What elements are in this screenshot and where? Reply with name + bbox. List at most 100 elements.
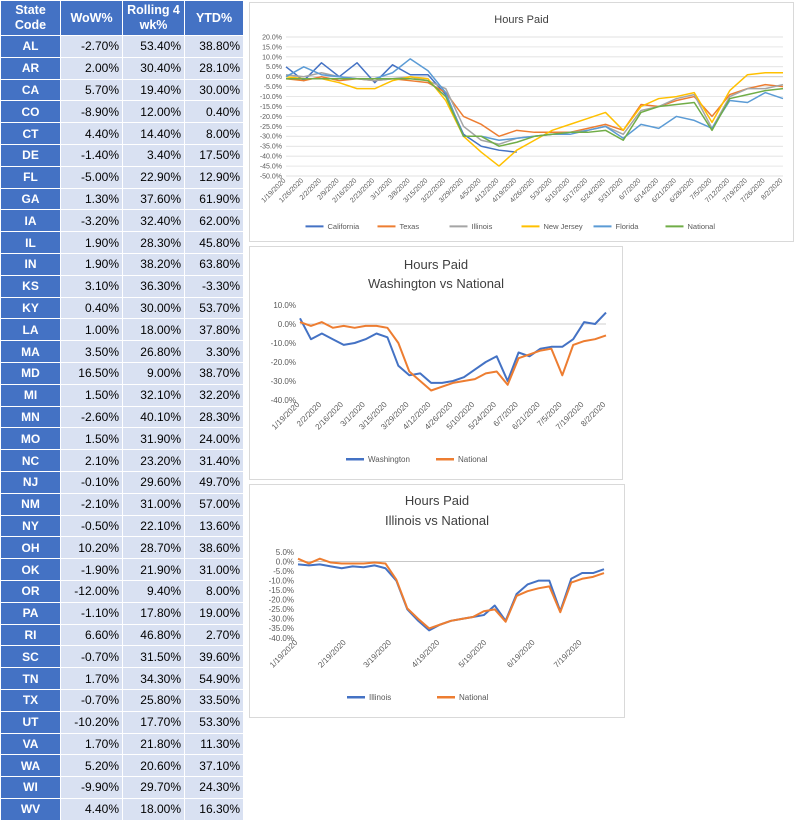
legend-item-florida: Florida — [593, 222, 640, 231]
y-tick-label: -20.0% — [271, 358, 296, 367]
x-tick-label: 2/19/2020 — [316, 638, 348, 670]
y-tick-label: 20.0% — [262, 34, 282, 41]
ytd-cell: 32.20% — [184, 383, 244, 407]
wow-cell: 16.50% — [60, 361, 123, 385]
rolling-4wk-cell: 9.00% — [122, 361, 185, 385]
table-header-row: State Code WoW% Rolling 4 wk% YTD% — [0, 0, 244, 36]
rolling-4wk-cell: 36.30% — [122, 274, 185, 298]
table-row: FL -5.00% 22.90% 12.90% — [0, 165, 244, 189]
rolling-4wk-cell: 38.20% — [122, 252, 185, 276]
state-code-cell: PA — [0, 601, 61, 625]
x-tick-label: 8/2/2020 — [579, 400, 608, 429]
wow-cell: 5.20% — [60, 754, 123, 778]
table-row: KY 0.40% 30.00% 53.70% — [0, 296, 244, 320]
wow-cell: 1.30% — [60, 187, 123, 211]
ytd-cell: 31.00% — [184, 558, 244, 581]
state-code-cell: RI — [0, 623, 61, 647]
state-code-cell: NY — [0, 514, 61, 538]
ytd-cell: 19.00% — [184, 601, 244, 625]
state-code-cell: MD — [0, 361, 61, 385]
header-rolling-4wk: Rolling 4 wk% — [122, 0, 185, 36]
table-row: UT -10.20% 17.70% 53.30% — [0, 710, 244, 734]
rolling-4wk-cell: 21.90% — [122, 558, 185, 581]
table-row: IA -3.20% 32.40% 62.00% — [0, 209, 244, 233]
state-code-cell: TN — [0, 667, 61, 690]
wow-cell: -1.90% — [60, 558, 123, 581]
y-tick-label: -5.0% — [273, 567, 294, 576]
washington-vs-national-chart: Hours Paid Washington vs National 10.0% 0.0… — [249, 246, 623, 480]
wow-cell: 1.70% — [60, 732, 123, 756]
y-tick-label: -30.0% — [271, 377, 296, 386]
y-tick-label: -5.0% — [264, 84, 282, 91]
y-tick-label: 10.0% — [262, 54, 282, 61]
legend-label: New Jersey — [544, 222, 583, 231]
legend-label: Illinois — [472, 222, 493, 231]
wow-cell: 1.90% — [60, 231, 123, 254]
legend-item-illinois: Illinois — [449, 222, 493, 231]
state-code-cell: FL — [0, 165, 61, 189]
rolling-4wk-cell: 9.40% — [122, 579, 185, 603]
y-tick-label: 15.0% — [262, 44, 282, 51]
table-row: NJ -0.10% 29.60% 49.70% — [0, 470, 244, 494]
table-row: OR -12.00% 9.40% 8.00% — [0, 579, 244, 603]
ytd-cell: 53.70% — [184, 296, 244, 320]
series-line-washington — [299, 311, 607, 384]
y-tick-label: -30.0% — [269, 615, 294, 624]
table-row: LA 1.00% 18.00% 37.80% — [0, 318, 244, 342]
state-code-cell: TX — [0, 688, 61, 712]
table-row: DE -1.40% 3.40% 17.50% — [0, 143, 244, 167]
state-code-cell: OK — [0, 558, 61, 581]
y-tick-label: -45.0% — [260, 164, 282, 171]
wow-cell: 2.00% — [60, 56, 123, 80]
y-tick-label: -25.0% — [269, 605, 294, 614]
state-code-cell: MI — [0, 383, 61, 407]
ytd-cell: 30.00% — [184, 78, 244, 102]
ytd-cell: 38.80% — [184, 35, 244, 58]
state-code-cell: WA — [0, 754, 61, 778]
rolling-4wk-cell: 53.40% — [122, 35, 185, 58]
state-code-cell: WV — [0, 797, 61, 821]
ytd-cell: 54.90% — [184, 667, 244, 690]
y-tick-label: -35.0% — [260, 144, 282, 151]
wow-cell: -2.60% — [60, 405, 123, 429]
rolling-4wk-cell: 28.30% — [122, 231, 185, 254]
table-row: AL -2.70% 53.40% 38.80% — [0, 35, 244, 58]
wow-cell: 1.50% — [60, 383, 123, 407]
wow-cell: 2.10% — [60, 449, 123, 472]
state-code-cell: OR — [0, 579, 61, 603]
legend-label: National — [459, 693, 489, 702]
wow-cell: 1.00% — [60, 318, 123, 342]
y-tick-label: -15.0% — [269, 586, 294, 595]
ytd-cell: 62.00% — [184, 209, 244, 233]
wow-cell: 1.70% — [60, 667, 123, 690]
rolling-4wk-cell: 14.40% — [122, 122, 185, 145]
table-row: SC -0.70% 31.50% 39.60% — [0, 645, 244, 669]
ytd-cell: 13.60% — [184, 514, 244, 538]
series-line-california — [285, 62, 517, 153]
rolling-4wk-cell: 22.90% — [122, 165, 185, 189]
table-row: KS 3.10% 36.30% -3.30% — [0, 274, 244, 298]
series-line-national — [286, 77, 784, 147]
table-row: WV 4.40% 18.00% 16.30% — [0, 797, 244, 821]
series-line-new-jersey — [285, 71, 783, 167]
legend-label: Florida — [616, 222, 640, 231]
rolling-4wk-cell: 23.20% — [122, 449, 185, 472]
state-code-cell: MN — [0, 405, 61, 429]
ytd-cell: 49.70% — [184, 470, 244, 494]
state-code-cell: NC — [0, 449, 61, 472]
legend-item-national: National — [665, 222, 715, 231]
legend-item-illinois: Illinois — [347, 693, 391, 702]
ytd-cell: 53.30% — [184, 710, 244, 734]
legend-label: National — [458, 455, 488, 464]
legend-item-national: National — [436, 455, 488, 464]
rolling-4wk-cell: 3.40% — [122, 143, 185, 167]
table-row: MO 1.50% 31.90% 24.00% — [0, 427, 244, 451]
legend-item-texas: Texas — [377, 222, 419, 231]
y-tick-label: 5.0% — [276, 548, 294, 557]
state-code-cell: MO — [0, 427, 61, 451]
table-row: MD 16.50% 9.00% 38.70% — [0, 361, 244, 385]
table-row: GA 1.30% 37.60% 61.90% — [0, 187, 244, 211]
state-metrics-table: State Code WoW% Rolling 4 wk% YTD% AL -2.70… — [0, 0, 244, 821]
chart-title: Hours Paid — [494, 14, 548, 26]
state-code-cell: NJ — [0, 470, 61, 494]
